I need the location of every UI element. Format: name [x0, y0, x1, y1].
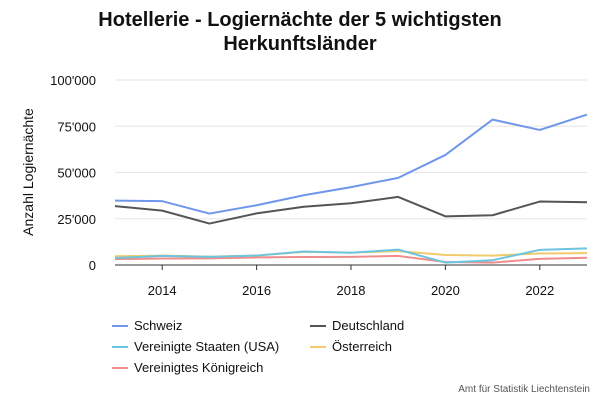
legend-label: Österreich [332, 339, 392, 354]
x-tick-label: 2020 [431, 283, 460, 298]
legend-swatch [310, 345, 326, 348]
chart-title: Hotellerie - Logiernächte der 5 wichtigs… [0, 8, 600, 56]
y-tick-label: 0 [89, 258, 96, 273]
legend-label: Vereinigtes Königreich [134, 360, 264, 375]
y-tick-label: 75'000 [57, 119, 96, 134]
x-tick-label: 2014 [148, 283, 177, 298]
x-tick-label: 2022 [525, 283, 554, 298]
legend-label: Vereinigte Staaten (USA) [134, 339, 280, 354]
legend-item: Vereinigtes Königreich [112, 360, 263, 375]
legend-item: Schweiz [112, 318, 182, 333]
chart-title-line2: Herkunftsländer [223, 33, 377, 55]
y-tick-label: 25'000 [57, 212, 96, 227]
y-tick-label: 100'000 [50, 73, 96, 88]
chart-title-line1: Hotellerie - Logiernächte der 5 wichtigs… [98, 9, 502, 31]
legend-item: Deutschland [310, 318, 404, 333]
legend-label: Deutschland [332, 318, 405, 333]
series-line-schweiz [114, 113, 588, 215]
source-note: Amt für Statistik Liechtenstein [458, 384, 590, 395]
legend-swatch [112, 366, 128, 369]
legend-swatch [112, 324, 128, 327]
legend-item: Vereinigte Staaten (USA) [112, 339, 279, 354]
series-line-vereinigtes-königreich [114, 254, 588, 264]
x-tick-label: 2016 [242, 283, 271, 298]
legend-swatch [310, 324, 326, 327]
legend-swatch [112, 345, 128, 348]
legend-item: Österreich [310, 339, 392, 354]
legend-label: Schweiz [134, 318, 183, 333]
series-line-vereinigte-staaten-usa- [114, 247, 588, 264]
y-tick-label: 50'000 [57, 166, 96, 181]
x-tick-label: 2018 [337, 283, 366, 298]
series-line-deutschland [114, 195, 588, 225]
